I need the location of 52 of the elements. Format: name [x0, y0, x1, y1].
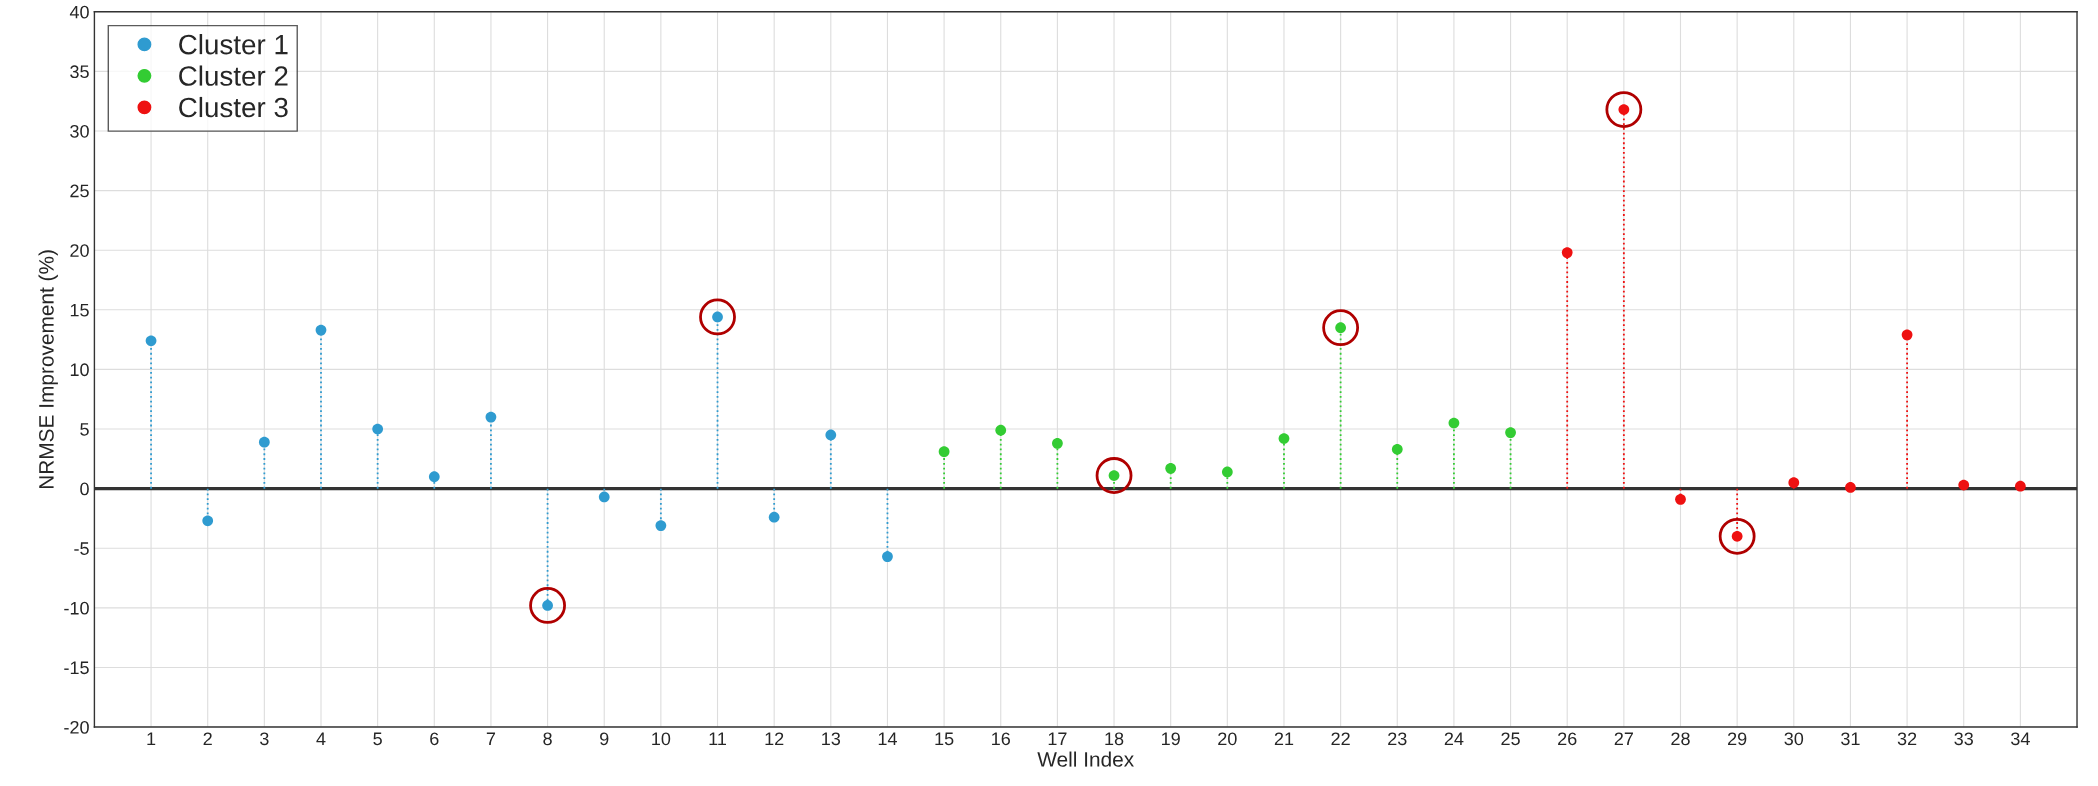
y-tick-label: 20 — [70, 244, 89, 257]
x-tick-label: 14 — [878, 732, 897, 745]
y-tick-label: 10 — [70, 363, 89, 377]
x-tick-label: 12 — [765, 732, 784, 745]
y-tick-label: 5 — [80, 423, 89, 436]
x-tick-label: 32 — [1897, 732, 1917, 746]
x-tick-label: 25 — [1501, 732, 1520, 746]
y-tick-label: 15 — [70, 303, 89, 317]
x-tick-label: 15 — [935, 732, 954, 746]
x-tick-label: 3 — [260, 732, 269, 746]
x-tick-label: 6 — [430, 732, 439, 746]
x-tick-label: 16 — [992, 732, 1010, 746]
x-tick-label: 5 — [373, 732, 382, 746]
legend-label: Cluster 3 — [179, 96, 288, 118]
legend-label: Cluster 1 — [179, 34, 288, 55]
x-tick-label: 26 — [1558, 732, 1577, 746]
x-tick-label: 28 — [1671, 732, 1690, 746]
x-tick-label: 21 — [1274, 732, 1294, 745]
x-tick-label: 34 — [2011, 732, 2030, 746]
x-tick-label: 31 — [1841, 732, 1860, 746]
x-tick-label: 27 — [1614, 732, 1633, 745]
x-tick-label: 11 — [709, 732, 727, 745]
x-tick-label: 18 — [1105, 732, 1124, 746]
x-tick-label: 4 — [316, 732, 326, 745]
y-tick-label: -5 — [74, 542, 89, 555]
y-tick-label: -20 — [64, 720, 89, 734]
x-tick-label: 1 — [147, 732, 156, 745]
x-tick-label: 9 — [600, 732, 609, 746]
x-tick-label: 2 — [203, 732, 212, 745]
y-tick-label: -10 — [64, 601, 89, 615]
x-tick-label: 20 — [1218, 732, 1237, 746]
x-tick-label: 33 — [1954, 732, 1973, 746]
x-tick-label: 17 — [1048, 732, 1067, 745]
x-tick-label: 19 — [1162, 732, 1180, 746]
y-tick-label: 25 — [70, 184, 89, 198]
x-tick-label: 10 — [652, 732, 671, 746]
x-tick-label: 24 — [1444, 732, 1464, 745]
y-tick-label: 30 — [70, 124, 89, 138]
y-axis-title: NRMSE Improvement (%) — [38, 250, 58, 489]
x-tick-label: 23 — [1388, 732, 1407, 746]
x-tick-label: 22 — [1331, 732, 1350, 745]
y-tick-label: 40 — [69, 5, 89, 19]
x-tick-label: 7 — [486, 732, 496, 745]
y-tick-label: 35 — [70, 65, 89, 79]
x-tick-label: 8 — [543, 732, 552, 746]
y-tick-label: -15 — [64, 661, 89, 675]
x-tick-label: 30 — [1784, 732, 1804, 746]
y-tick-label: 0 — [80, 482, 89, 496]
x-axis-title: Well Index — [1037, 751, 1134, 767]
x-tick-label: 13 — [822, 732, 841, 746]
legend-label: Cluster 2 — [179, 65, 288, 86]
x-tick-label: 29 — [1728, 732, 1747, 746]
